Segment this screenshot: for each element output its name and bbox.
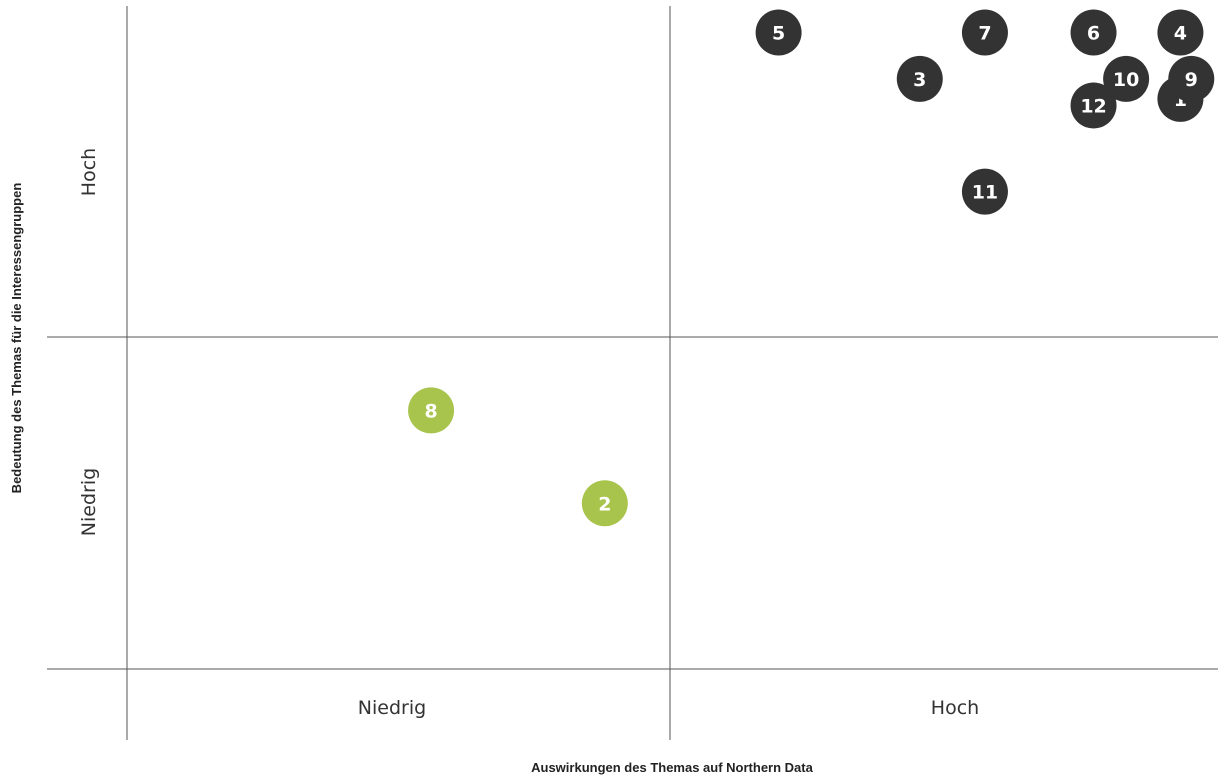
data-point-9: 9 <box>1168 55 1215 102</box>
x-category-high: Hoch <box>931 697 979 719</box>
data-point-11: 11 <box>961 168 1008 215</box>
data-point-label: 4 <box>1174 23 1187 45</box>
data-point-marker <box>961 168 1008 215</box>
data-point-marker <box>755 9 802 56</box>
data-point-label: 2 <box>598 493 611 515</box>
data-point-6: 6 <box>1070 9 1117 56</box>
data-point-5: 5 <box>755 9 802 56</box>
data-point-10: 10 <box>1103 55 1150 102</box>
data-point-7: 7 <box>961 9 1008 56</box>
y-category-low: Niedrig <box>78 468 100 536</box>
data-point-4: 4 <box>1157 9 1204 56</box>
data-point-label: 10 <box>1113 69 1139 91</box>
data-point-marker <box>408 387 455 434</box>
data-point-label: 7 <box>978 23 991 45</box>
data-point-marker <box>1070 82 1117 129</box>
x-category-low: Niedrig <box>358 697 426 719</box>
data-point-12: 12 <box>1070 82 1117 129</box>
data-point-label: 6 <box>1087 23 1100 45</box>
data-point-marker <box>1168 55 1215 102</box>
data-point-marker <box>961 9 1008 56</box>
x-axis-title: Auswirkungen des Themas auf Northern Dat… <box>531 760 813 775</box>
data-point-marker <box>896 55 943 102</box>
data-point-2: 2 <box>581 480 628 527</box>
data-point-marker <box>1070 9 1117 56</box>
data-point-label: 9 <box>1185 69 1198 91</box>
data-point-marker <box>581 480 628 527</box>
data-point-label: 11 <box>972 182 998 204</box>
data-point-label: 5 <box>772 23 785 45</box>
data-point-8: 8 <box>408 387 455 434</box>
data-point-marker <box>1103 55 1150 102</box>
y-category-high: Hoch <box>78 148 100 196</box>
data-point-label: 12 <box>1080 95 1106 117</box>
data-point-label: 8 <box>424 400 437 422</box>
y-axis-title: Bedeutung des Themas für die Interesseng… <box>9 183 24 494</box>
data-point-marker <box>1157 9 1204 56</box>
data-point-label: 3 <box>913 69 926 91</box>
data-point-3: 3 <box>896 55 943 102</box>
